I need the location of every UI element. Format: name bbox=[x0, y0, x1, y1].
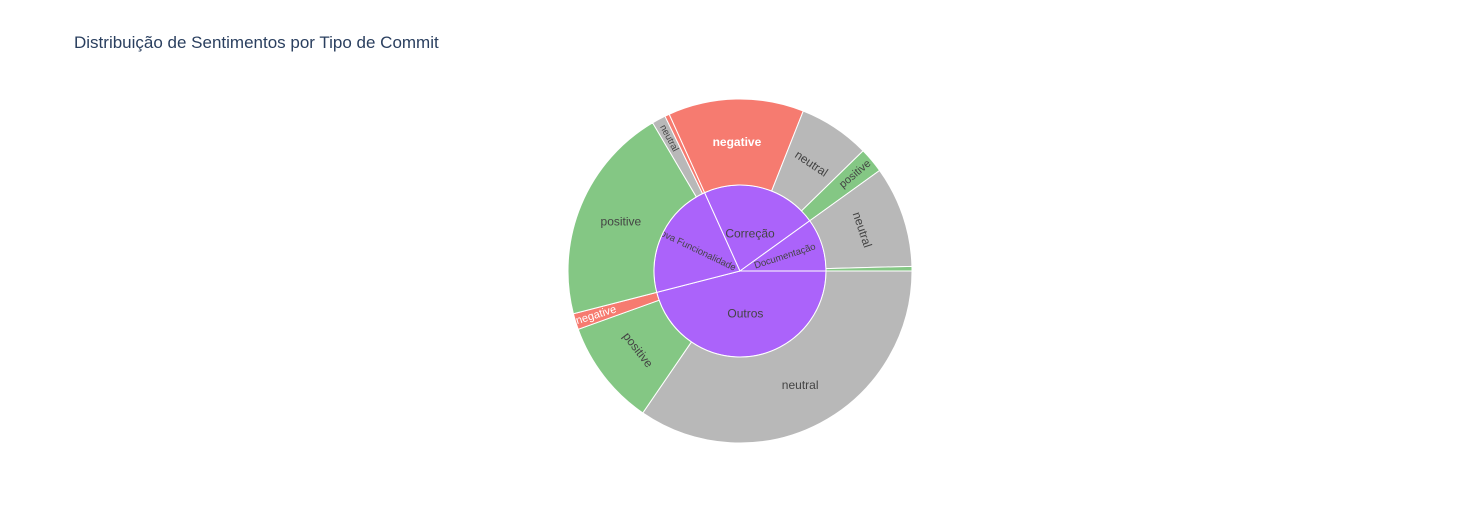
sentiment-slice-outros-neutral[interactable] bbox=[642, 270, 913, 444]
sentiment-slice-documentacao-positive[interactable] bbox=[825, 265, 913, 272]
chart-title: Distribuição de Sentimentos por Tipo de … bbox=[74, 33, 439, 52]
sentiment-slice-nova-funcionalidade-positive[interactable] bbox=[567, 122, 698, 315]
